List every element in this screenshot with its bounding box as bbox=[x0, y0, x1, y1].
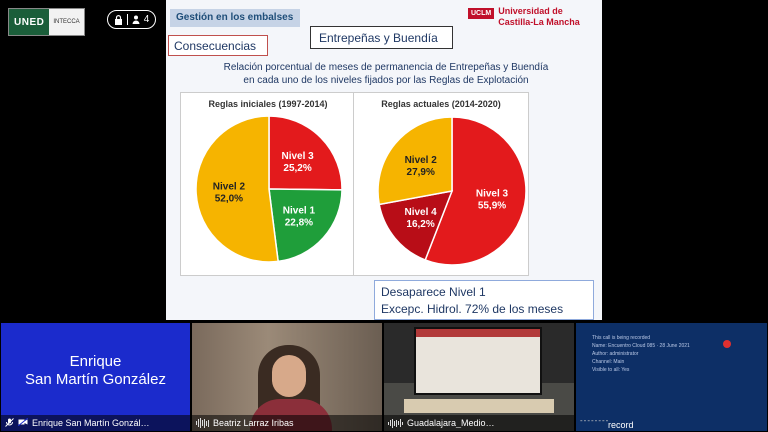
university-line-1: Universidad de bbox=[498, 6, 563, 16]
participant-label-text: record bbox=[608, 420, 634, 430]
pie-slice-value: 25,2% bbox=[283, 163, 311, 174]
participant-label: Beatriz Larraz Iribas bbox=[192, 415, 382, 431]
participant-label-text: Guadalajara_Medio… bbox=[407, 418, 495, 428]
recording-info: This call is being recorded Name: Encuen… bbox=[592, 334, 690, 374]
pie-title-current: Reglas actuales (2014-2020) bbox=[381, 99, 501, 109]
recording-dashes: -------- bbox=[580, 416, 610, 425]
pie-slice-label: Nivel 1 bbox=[283, 206, 316, 217]
recording-info-line: Author: administrator bbox=[592, 351, 639, 357]
participant-first-name: Enrique bbox=[69, 353, 122, 370]
participant-label-text: Beatriz Larraz Iribas bbox=[213, 418, 294, 428]
note-line-2: Excepc. Hidrol. 72% de los meses bbox=[381, 302, 564, 316]
pie-slice-label: Nivel 4 bbox=[404, 207, 437, 218]
pie-slice-label: Nivel 2 bbox=[405, 155, 438, 166]
pie-slice-nivel-3 bbox=[268, 115, 343, 191]
recording-info-line: Visible to all: Yes bbox=[592, 367, 630, 373]
user-icon bbox=[132, 15, 140, 24]
pie-title-initial: Reglas iniciales (1997-2014) bbox=[208, 99, 328, 109]
pie-slice-nivel-1 bbox=[268, 188, 343, 263]
pie-slice-label: Nivel 2 bbox=[213, 182, 246, 193]
university-line-2: Castilla-La Mancha bbox=[498, 17, 580, 27]
participant-tile-guadalajara[interactable]: Guadalajara_Medio… bbox=[384, 323, 574, 431]
pie-slice-value: 55,9% bbox=[478, 201, 506, 212]
participant-tile-beatriz[interactable]: Beatriz Larraz Iribas bbox=[192, 323, 382, 431]
participant-last-name: San Martín González bbox=[25, 371, 166, 388]
recording-info-line: Channel: Main bbox=[592, 359, 625, 365]
audio-level-icon bbox=[196, 418, 209, 428]
divider bbox=[126, 14, 128, 25]
recording-info-line: Name: Encuentro Cloud 085 · 28 June 2021 bbox=[592, 343, 690, 349]
note-line-1: Desaparece Nivel 1 bbox=[381, 285, 486, 299]
pie-slice-value: 16,2% bbox=[406, 219, 434, 230]
uclm-mark: UCLM bbox=[468, 8, 495, 19]
recording-indicator-icon bbox=[723, 340, 731, 348]
pie-slice-nivel-3 bbox=[424, 116, 527, 266]
video-room-screen bbox=[414, 327, 542, 395]
audio-level-icon bbox=[388, 418, 403, 428]
participants-pill[interactable]: 4 bbox=[107, 10, 156, 29]
pie-slice-nivel-2 bbox=[195, 115, 279, 263]
video-person-face bbox=[272, 355, 306, 397]
video-room-table bbox=[404, 399, 554, 413]
pie-slice-value: 27,9% bbox=[407, 167, 435, 178]
participant-label: Guadalajara_Medio… bbox=[384, 415, 574, 431]
pie-panel-current: Reglas actuales (2014-2020) Nivel 3 55,9%… bbox=[353, 92, 529, 276]
camera-off-icon bbox=[17, 417, 29, 428]
intecca-logo-text: INTECCA bbox=[49, 9, 84, 35]
pie-slice-label: Nivel 3 bbox=[476, 189, 509, 200]
mic-off-icon bbox=[5, 417, 14, 429]
participant-label-text: Enrique San Martín Gonzál… bbox=[32, 418, 150, 428]
participant-label: Enrique San Martín Gonzál… bbox=[1, 415, 190, 431]
participant-tile-enrique[interactable]: Enrique San Martín González Enrique San … bbox=[1, 323, 190, 431]
uned-intecca-logo: UNED INTECCA bbox=[8, 8, 85, 36]
shared-slide: Gestión en los embalses UCLM Universidad… bbox=[166, 0, 602, 320]
uclm-logo: UCLM Universidad de Castilla-La Mancha bbox=[468, 6, 580, 28]
pie-panel-initial: Reglas iniciales (1997-2014) Nivel 3 25,2… bbox=[180, 92, 356, 276]
uned-logo-text: UNED bbox=[9, 9, 50, 35]
slide-tag: Consecuencias bbox=[168, 35, 268, 56]
slide-title: Entrepeñas y Buendía bbox=[310, 26, 453, 49]
slide-note: Desaparece Nivel 1 Excepc. Hidrol. 72% d… bbox=[374, 280, 594, 320]
pie-slice-value: 52,0% bbox=[215, 194, 243, 205]
slide-description: Relación porcentual de meses de permanen… bbox=[186, 61, 586, 87]
pie-slice-nivel-4 bbox=[378, 190, 454, 261]
pie-chart-current: Nivel 355,9% Nivel 416,2% Nivel 227,9% bbox=[377, 116, 527, 266]
participant-name-display: Enrique San Martín González bbox=[1, 353, 190, 389]
participant-tile-record[interactable]: This call is being recorded Name: Encuen… bbox=[576, 323, 767, 431]
recording-info-line: This call is being recorded bbox=[592, 335, 651, 341]
pie-slice-nivel-2 bbox=[377, 116, 453, 206]
slide-section-label: Gestión en los embalses bbox=[170, 9, 300, 27]
participants-count: 4 bbox=[143, 14, 150, 25]
pie-slice-value: 22,8% bbox=[285, 218, 313, 229]
description-line-2: en cada uno de los niveles fijados por l… bbox=[243, 75, 529, 86]
pie-slice-label: Nivel 3 bbox=[281, 151, 314, 162]
description-line-1: Relación porcentual de meses de permanen… bbox=[223, 62, 549, 73]
lock-icon bbox=[114, 14, 123, 25]
pie-chart-initial: Nivel 325,2% Nivel 122,8% Nivel 252,0% bbox=[195, 115, 343, 263]
